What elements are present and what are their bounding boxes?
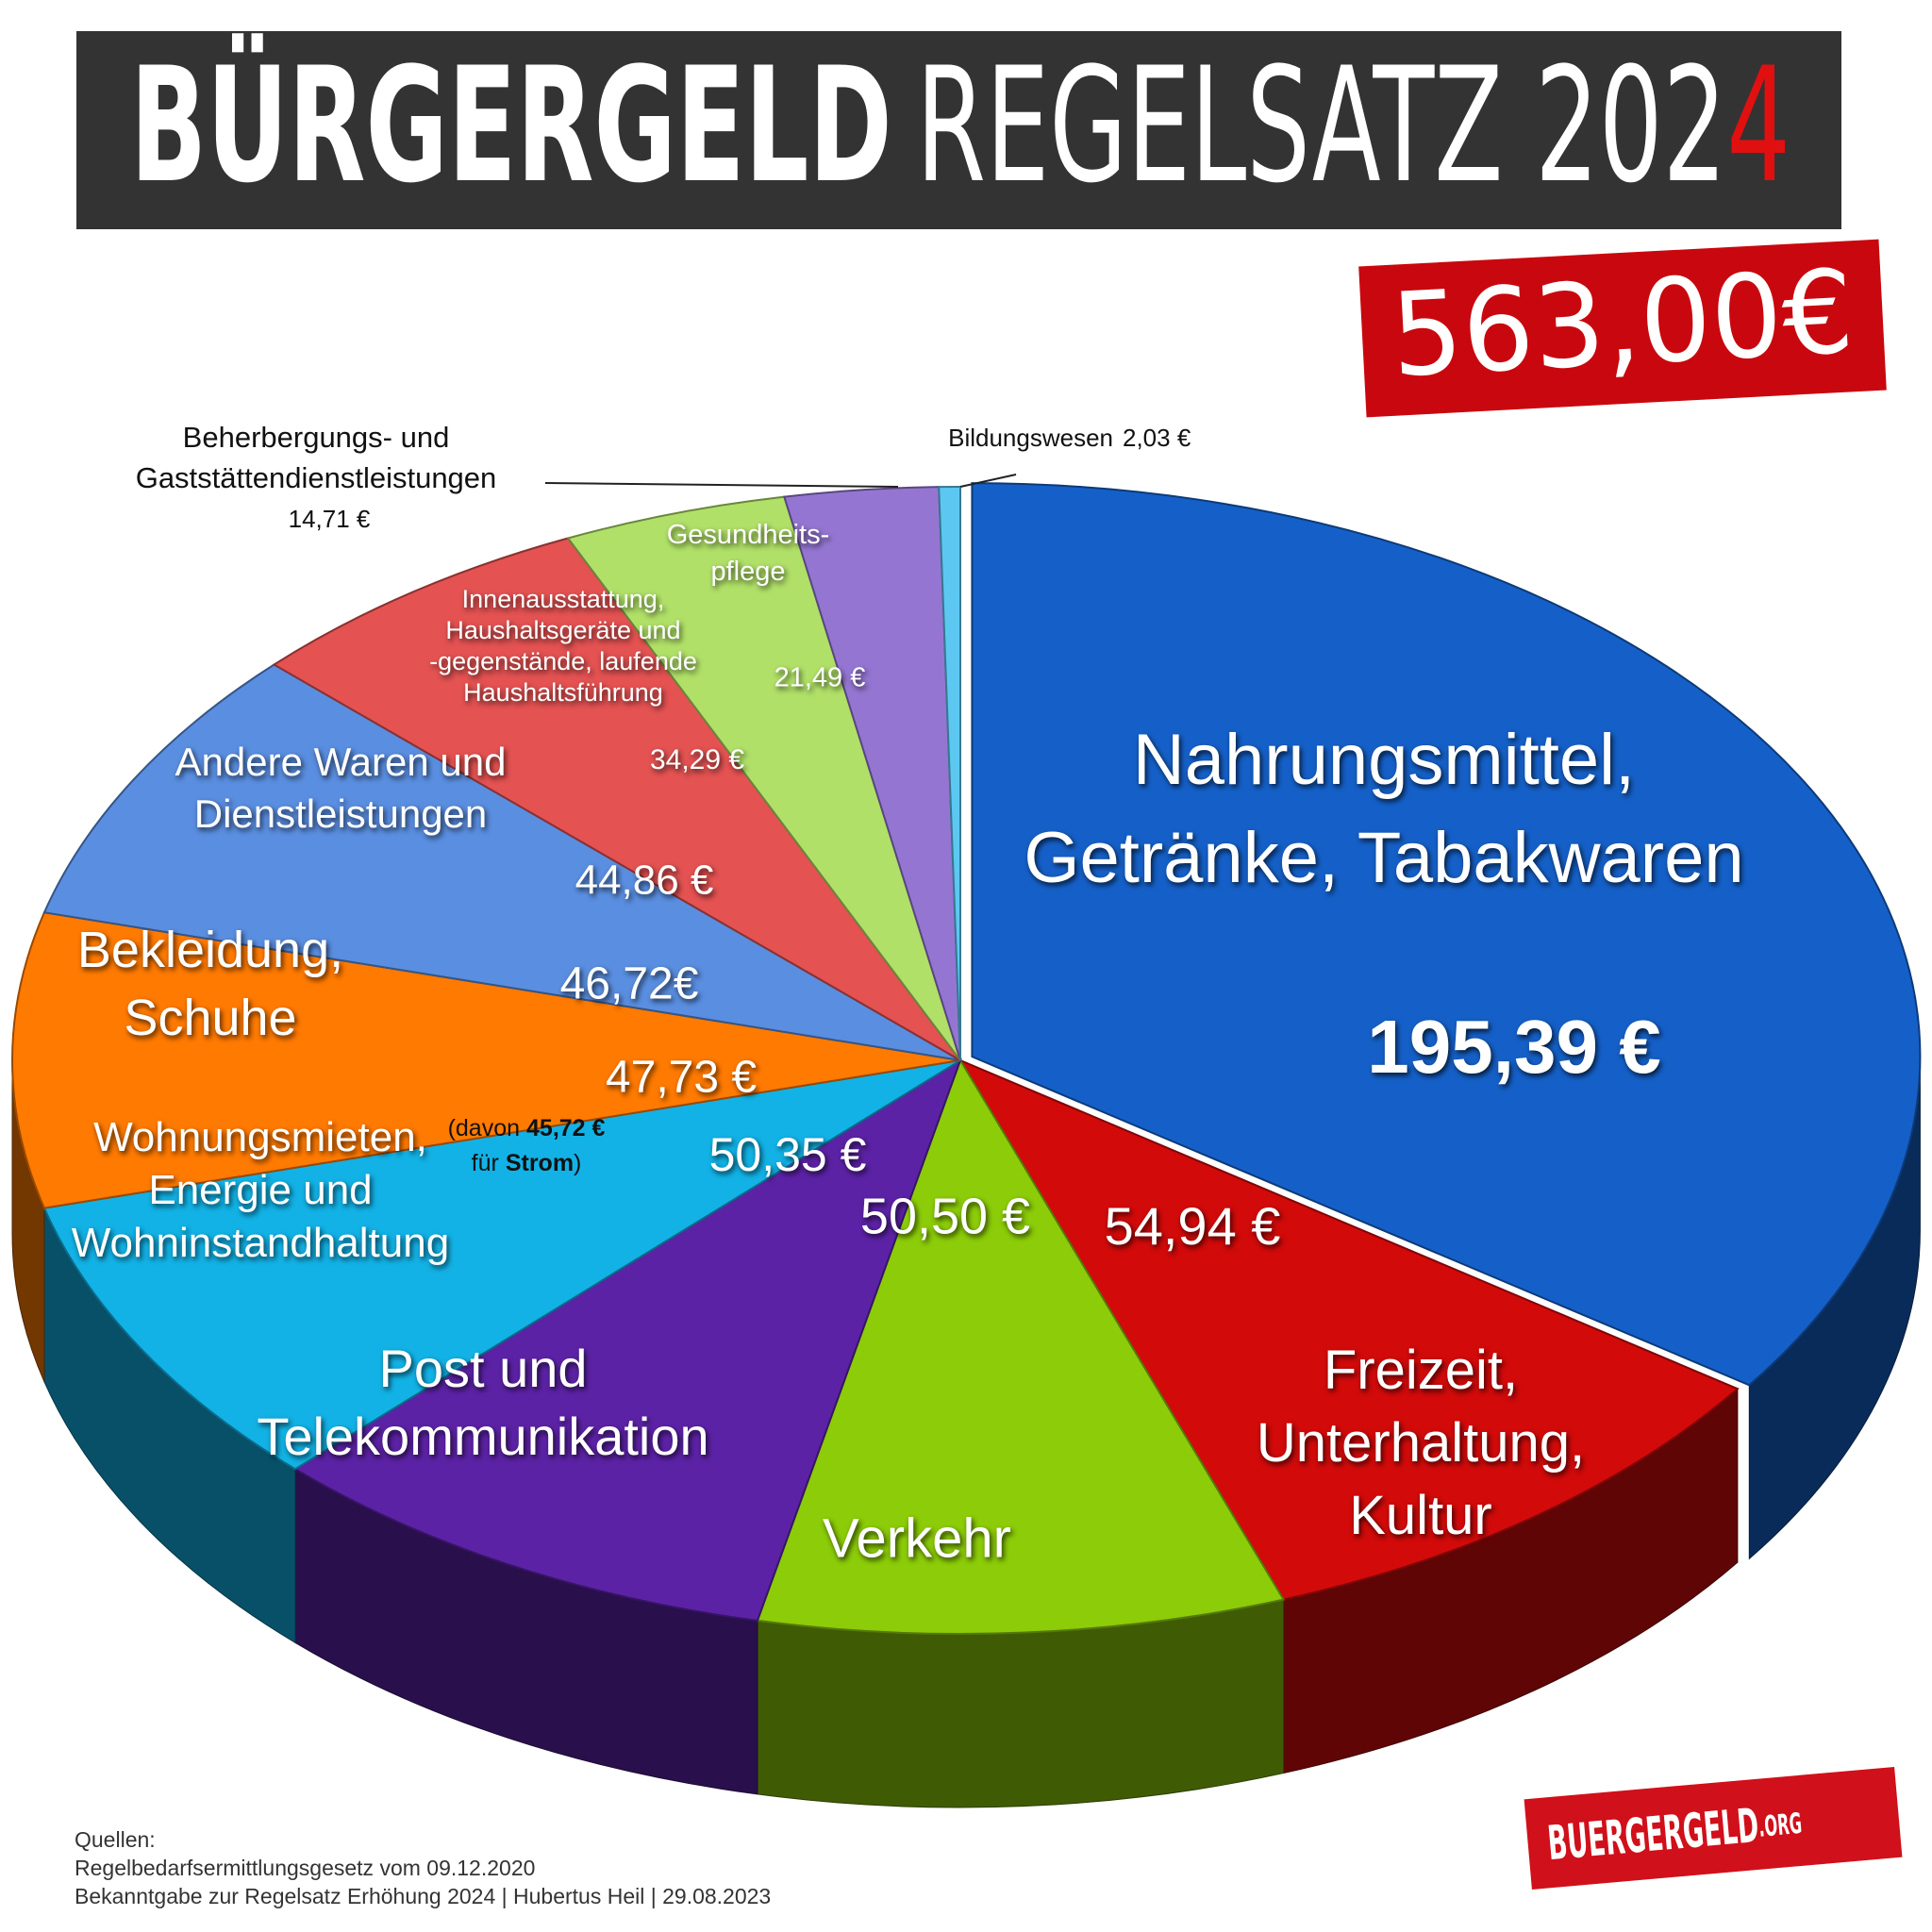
note: für Strom) (472, 1150, 582, 1176)
source-line: Quellen: (75, 1827, 156, 1852)
logo-box (1524, 1767, 1903, 1890)
slice-label: Nahrungsmittel, Getränke, Tabakwaren (1024, 720, 1743, 898)
source-line: Regelbedarfsermittlungsgesetz vom 09.12.… (75, 1856, 535, 1880)
value-label: 21,49 € (774, 663, 866, 693)
source-line: Bekanntgabe zur Regelsatz Erhöhung 2024 … (75, 1884, 771, 1908)
note-part: Strom (506, 1150, 574, 1176)
label-line: Post und (378, 1339, 587, 1398)
label-line: pflege (710, 557, 785, 587)
label-line: Nahrungsmittel, (1133, 720, 1635, 800)
total-amount: 563,00€ (1388, 244, 1857, 402)
label-line: Haushaltsführung (463, 678, 663, 707)
slice-label: Beherbergungs- und Gaststättendienstleist… (136, 421, 497, 494)
title-bold: BÜRGERGELD (130, 33, 892, 218)
label-line: Getränke, Tabakwaren (1024, 818, 1743, 898)
label-line: Bekleidung, (77, 922, 343, 978)
pie-sides (11, 1057, 1921, 1808)
note: (davon 45,72 € (448, 1115, 606, 1141)
note-part: ) (574, 1150, 581, 1176)
pie-slice (272, 537, 961, 1061)
label-line: Unterhaltung, (1257, 1412, 1585, 1474)
logo: BUERGERGELD.ORG (1524, 1767, 1903, 1890)
pie-slice (958, 1058, 1740, 1601)
pie-slice (938, 485, 961, 1061)
total-box (1358, 239, 1887, 418)
value-label: 50,35 € (709, 1128, 867, 1181)
pie-slice (971, 482, 1922, 1387)
label-line: Wohnungsmieten, (93, 1114, 427, 1160)
logo-suffix: .ORG (1757, 1807, 1804, 1843)
label-line: Beherbergungs- und (183, 421, 450, 454)
title-light: REGELSATZ 202 (916, 33, 1726, 218)
leader-line (959, 474, 1017, 488)
slice-label: Wohnungsmieten, Energie und Wohninstandhal… (72, 1114, 449, 1266)
pie-slice (756, 1058, 1286, 1635)
pie-chart: Nahrungsmittel, Getränke, Tabakwaren 195,3… (11, 421, 1922, 1808)
sources: Quellen: Regelbedarfsermittlungsgesetz v… (75, 1827, 771, 1908)
note-part: 45,72 € (526, 1115, 606, 1141)
label-line: Kultur (1349, 1485, 1492, 1546)
label-line: Freizeit, (1324, 1340, 1518, 1401)
label-line: Wohninstandhaltung (72, 1220, 449, 1266)
label-line: Gaststättendienstleistungen (136, 461, 497, 494)
title: BÜRGERGELDREGELSATZ 2024 (130, 33, 1790, 218)
value-label: 47,73 € (606, 1053, 757, 1103)
label-line: Haushaltsgeräte und (445, 616, 680, 644)
label-line: Telekommunikation (257, 1407, 708, 1466)
value-label: 2,03 € (1123, 424, 1191, 452)
slice-label: Bekleidung, Schuhe (77, 922, 343, 1046)
pie-slice (42, 663, 961, 1061)
slice-label: Innenausstattung, Haushaltsgeräte und -geg… (429, 585, 697, 707)
leader-line (544, 482, 899, 488)
pie-tops (11, 482, 1922, 1635)
pie-slice (293, 1058, 962, 1623)
value-label: 46,72€ (560, 959, 699, 1009)
total-badge: 563,00€ (1358, 239, 1887, 418)
slice-label: Bildungswesen (948, 424, 1113, 452)
labels: Nahrungsmittel, Getränke, Tabakwaren 195,3… (72, 421, 1744, 1569)
title-bar (76, 31, 1841, 229)
slice-label: Post und Telekommunikation (257, 1339, 708, 1466)
note-part: (davon (448, 1115, 520, 1141)
label-line: Dienstleistungen (194, 791, 488, 836)
label-line: Gesundheits- (667, 520, 830, 550)
value-label: 50,50 € (860, 1188, 1030, 1244)
label-line: Schuhe (124, 990, 296, 1046)
slice-label: Andere Waren und Dienstleistungen (175, 740, 507, 836)
slice-label: Verkehr (823, 1507, 1011, 1569)
pie-slice (566, 495, 961, 1061)
title-red: 4 (1726, 33, 1790, 218)
slice-label: Gesundheits-pflege (667, 520, 830, 587)
note-part: für (472, 1150, 499, 1176)
label-line: Energie und (148, 1167, 372, 1213)
pie-slice (11, 911, 961, 1209)
value-label: 44,86 € (575, 858, 714, 904)
value-label: 54,94 € (1105, 1196, 1281, 1256)
value-label: 14,71 € (289, 505, 371, 533)
value-label: 34,29 € (650, 744, 744, 775)
label-line: Andere Waren und (175, 740, 507, 784)
slice-label: Freizeit, Unterhaltung, Kultur (1257, 1340, 1585, 1546)
value-label: 195,39 € (1367, 1005, 1660, 1089)
pie-slice (42, 1059, 961, 1471)
label-line: Innenausstattung, (462, 585, 665, 613)
label-line: -gegenstände, laufende (429, 647, 697, 675)
